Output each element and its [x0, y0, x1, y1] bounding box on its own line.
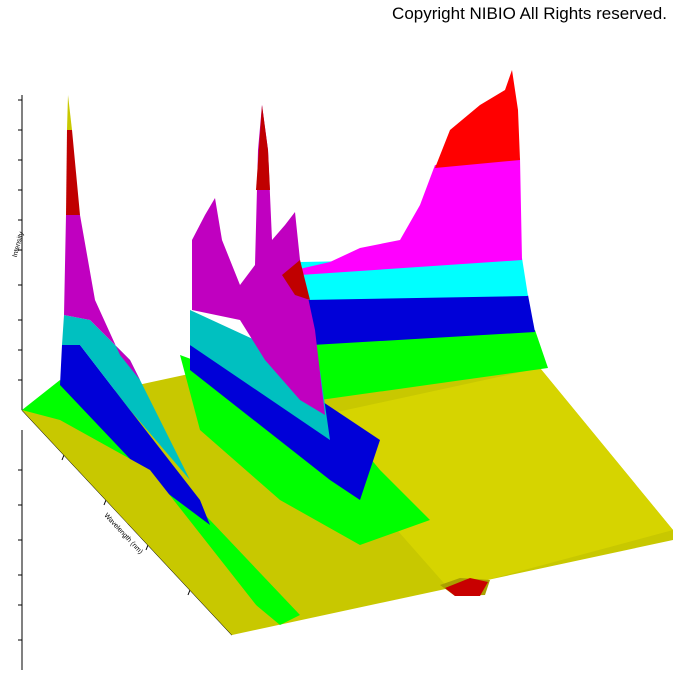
surface-shape [300, 368, 673, 590]
surface-shape [64, 215, 150, 400]
surface-shape [61, 454, 65, 461]
copyright: Copyright NIBIO All Rights reserved. [392, 4, 667, 23]
surface-shape [310, 330, 548, 400]
surface-shape [187, 589, 191, 596]
surface-shape [282, 260, 310, 300]
surface-shape [305, 295, 535, 345]
surface-shape [103, 499, 107, 506]
surface-shape [60, 345, 210, 525]
surface-shape [67, 95, 72, 130]
z-axis-label: Intensity [12, 231, 26, 258]
surface-shape [256, 105, 270, 190]
surface-shape [295, 158, 522, 275]
surface-shape [145, 544, 149, 551]
surface-shape [62, 315, 190, 480]
surface-shape [190, 345, 380, 500]
surface-shape [22, 410, 260, 635]
surface-shape [192, 105, 325, 415]
surface-shape [190, 310, 330, 440]
surface-shape [445, 578, 488, 596]
surface-shape [435, 70, 520, 168]
surface-shape [66, 130, 80, 215]
